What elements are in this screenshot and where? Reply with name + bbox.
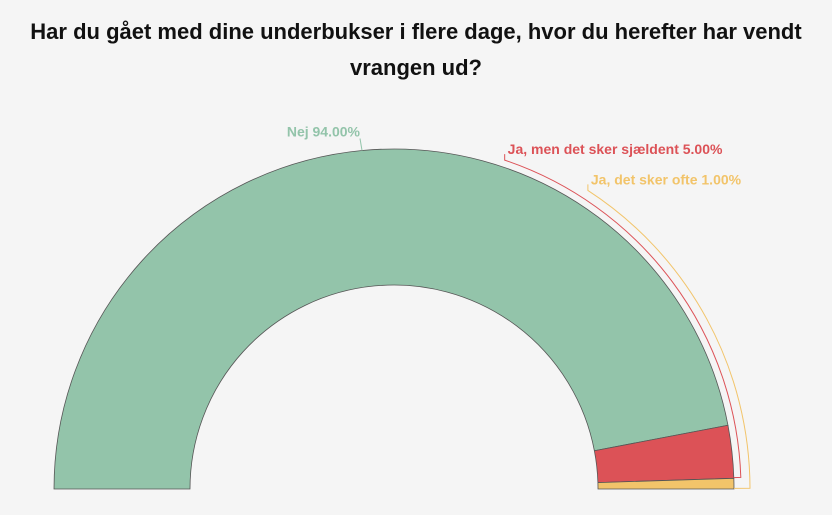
value-label: 1.00% xyxy=(701,171,741,187)
leader-line xyxy=(587,184,751,489)
pie-segment xyxy=(597,477,735,490)
leader-line xyxy=(504,154,742,479)
category-label: Ja, men det sker sjældent xyxy=(508,141,680,157)
data-label: Nej 94.00% xyxy=(287,123,361,139)
value-label: 94.00% xyxy=(313,123,361,139)
chart-title: Har du gået med dine underbukser i flere… xyxy=(30,19,802,80)
value-label: 5.00% xyxy=(683,141,723,157)
pie-segment xyxy=(53,148,729,490)
leader-line xyxy=(359,138,363,151)
category-label: Nej xyxy=(287,123,309,139)
data-label: Ja, det sker ofte 1.00% xyxy=(591,171,742,187)
category-label: Ja, det sker ofte xyxy=(591,171,698,187)
data-label: Ja, men det sker sjældent 5.00% xyxy=(508,141,723,157)
